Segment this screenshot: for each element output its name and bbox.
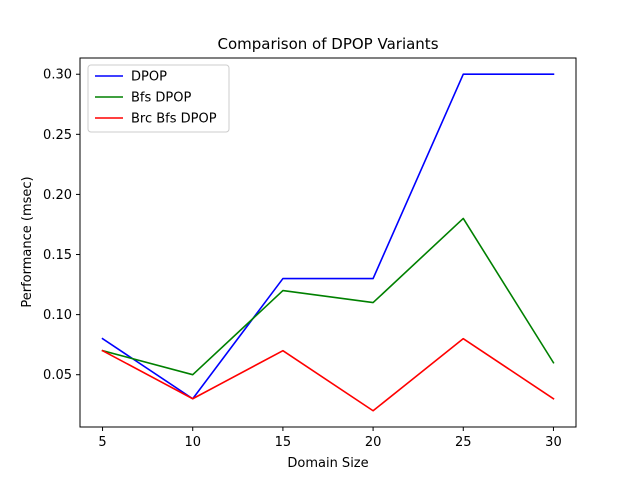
plot-lines xyxy=(101,73,555,412)
y-tick-label: 0.25 xyxy=(43,128,72,143)
x-tick-label: 10 xyxy=(184,435,201,450)
legend-label: Brc Bfs DPOP xyxy=(131,112,217,127)
legend-box xyxy=(87,64,230,133)
x-tick-label: 25 xyxy=(455,435,472,450)
y-tick-label: 0.10 xyxy=(43,308,72,323)
y-axis-ticks: 0.05 0.10 0.15 0.20 0.25 0.30 xyxy=(43,68,80,383)
x-axis-label: Domain Size xyxy=(287,456,368,471)
legend: DPOP Bfs DPOP Brc Bfs DPOP xyxy=(87,64,230,133)
x-tick-label: 20 xyxy=(365,435,382,450)
x-tick-label: 30 xyxy=(545,435,562,450)
x-axis-ticks: 5 10 15 20 25 30 xyxy=(98,427,562,450)
legend-label: Bfs DPOP xyxy=(131,91,191,106)
series-line-brc-bfs-dpop xyxy=(101,337,555,412)
y-tick-label: 0.20 xyxy=(43,188,72,203)
chart-title: Comparison of DPOP Variants xyxy=(217,35,438,53)
y-tick-label: 0.30 xyxy=(43,68,72,83)
series-line-bfs-dpop xyxy=(101,217,555,376)
series-line-dpop xyxy=(101,73,555,400)
y-tick-label: 0.15 xyxy=(43,248,72,263)
x-tick-label: 15 xyxy=(275,435,292,450)
y-tick-label: 0.05 xyxy=(43,368,72,383)
y-axis-label: Performance (msec) xyxy=(20,176,35,307)
plot-frame xyxy=(79,57,577,428)
legend-label: DPOP xyxy=(131,70,167,85)
x-tick-label: 5 xyxy=(98,435,106,450)
